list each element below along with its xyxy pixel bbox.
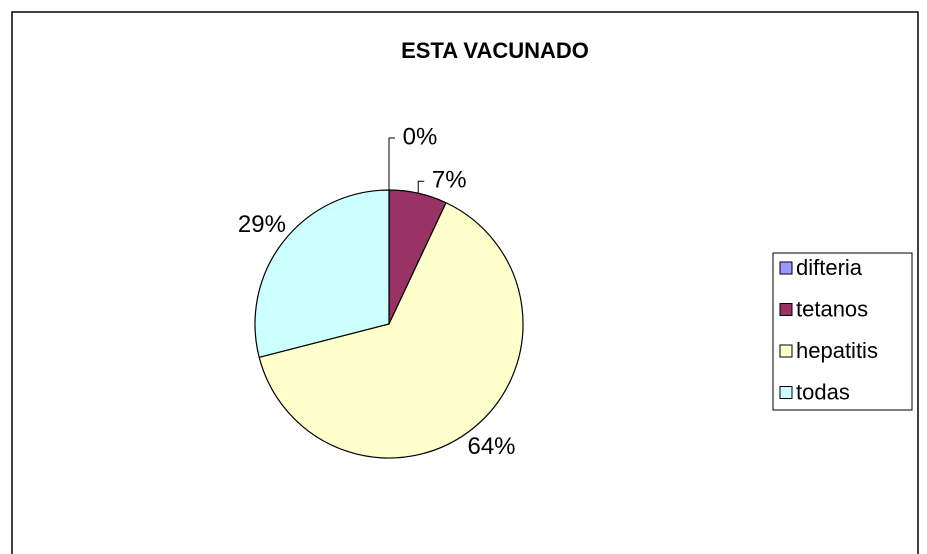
chart-title: ESTA VACUNADO <box>401 38 589 63</box>
legend-swatch <box>779 261 793 275</box>
legend-box <box>772 252 913 411</box>
legend-swatch <box>779 344 793 358</box>
data-label: 29% <box>238 211 286 238</box>
pie-slice <box>258 201 524 459</box>
legend-swatch <box>779 303 793 316</box>
leader-line <box>417 180 425 194</box>
legend-label: tetanos <box>796 296 868 321</box>
legend-label: difteria <box>796 255 863 280</box>
legend-swatch <box>779 386 793 399</box>
data-label: 0% <box>403 123 438 150</box>
leader-line <box>388 137 395 190</box>
data-label: 7% <box>432 167 467 194</box>
data-label: 64% <box>467 433 515 460</box>
pie-slice <box>254 189 390 359</box>
legend-label: hepatitis <box>796 338 878 363</box>
legend-label: todas <box>796 379 850 404</box>
